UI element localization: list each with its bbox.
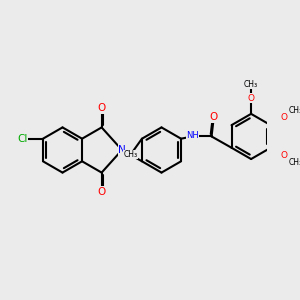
Text: O: O	[248, 94, 255, 103]
Text: O: O	[281, 151, 288, 160]
Text: CH₃: CH₃	[289, 106, 300, 115]
Text: CH₃: CH₃	[289, 158, 300, 167]
Text: NH: NH	[186, 130, 199, 140]
Text: Cl: Cl	[17, 134, 28, 144]
Text: O: O	[98, 103, 106, 113]
Text: N: N	[118, 145, 126, 155]
Text: CH₃: CH₃	[244, 80, 258, 89]
Text: O: O	[98, 187, 106, 197]
Text: CH₃: CH₃	[124, 150, 138, 159]
Text: O: O	[281, 113, 288, 122]
Text: O: O	[210, 112, 218, 122]
